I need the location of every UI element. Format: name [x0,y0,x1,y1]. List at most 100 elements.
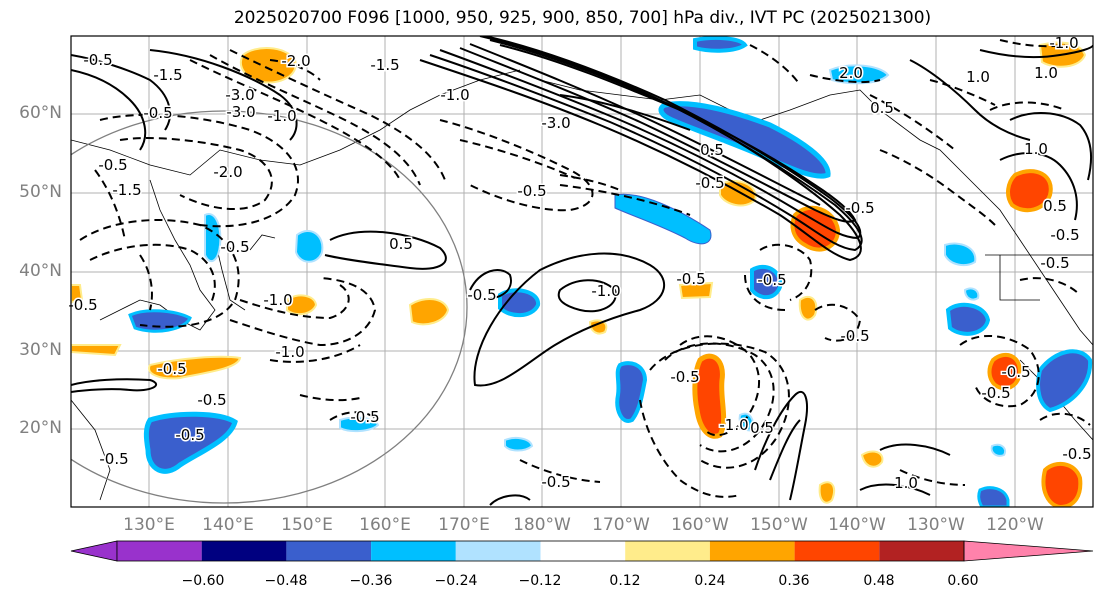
contour-label: -0.5 [1062,445,1091,463]
colorbar-segment [625,541,710,561]
contour-label: 1.0 [1024,140,1048,158]
contour-label: -1.0 [591,282,620,300]
dashed-contours [79,39,1091,498]
negative-patch [339,416,380,433]
colorbar-tick-label: 0.36 [778,573,810,589]
colorbar-outline [116,540,965,562]
colorbar-tick-label: 0.12 [609,573,641,589]
lat-label-40n: 40°N [19,261,62,281]
negative-patch [738,412,754,432]
negative-patch [615,361,648,423]
contour-label: -2.0 [281,52,310,70]
contour-label: -0.5 [1040,254,1069,272]
contour-label: -3.0 [225,86,254,104]
contour-label: -1.0 [1049,34,1078,52]
negative-patch [963,287,980,301]
lon-label-130e: 130°E [123,515,175,535]
negative-patch [990,443,1006,457]
positive-patch [987,352,1023,391]
negative-patch [294,230,324,263]
lon-label-170e: 170°E [438,515,490,535]
colorbar-tick-label: −0.12 [518,573,562,589]
negative-patch [204,213,222,263]
contour-label: -0.5 [220,238,249,256]
contour-label: -0.5 [68,296,97,314]
lat-label-60n: 60°N [19,103,62,123]
contour-label: -0.5 [83,51,112,69]
contour-label: -3.0 [226,103,255,121]
contour-label: 1.0 [1034,64,1058,82]
colorbar [70,540,1094,562]
negative-patch [693,36,748,53]
lon-label-130w: 130°W [907,515,965,535]
contour-label: 1.0 [966,68,990,86]
colorbar-segment [794,541,880,561]
contour-label: -1.5 [112,181,141,199]
positive-patch [798,295,818,321]
region-circle [71,110,468,504]
contour-label: -1.5 [153,66,182,84]
contour-label: -0.5 [98,156,127,174]
map-border [70,35,1094,508]
contour-label: -0.5 [1050,226,1079,244]
contour-label: -0.5 [175,426,204,444]
lon-label-120w: 120°W [986,515,1044,535]
contour-label: -0.5 [670,368,699,386]
colorbar-segment [455,541,541,561]
contour-label: 0.5 [1043,197,1067,215]
lat-label-30n: 30°N [19,340,62,360]
contour-label: -0.5 [541,473,570,491]
colorbar-segment [201,541,287,561]
solid-contours [71,36,1093,506]
negative-patch [504,437,534,452]
colorbar-extend-min [70,540,118,562]
colorbar-segment [879,541,964,561]
lat-label-50n: 50°N [19,182,62,202]
negative-patch [977,486,1010,507]
positive-patch [1041,461,1083,507]
contour-label: -0.5 [517,182,546,200]
colorbar-segment [709,541,795,561]
contour-label: -0.5 [845,199,874,217]
colorbar-extend-max [963,540,1094,562]
contour-label: -0.5 [981,384,1010,402]
positive-patch [860,450,884,468]
contour-label: -2.0 [213,163,242,181]
lon-label-180w: 180°W [513,515,571,535]
contour-label: -1.5 [370,56,399,74]
contour-label: 0.5 [700,141,724,159]
colorbar-tick-label: −0.48 [264,573,308,589]
colorbar-tick-label: −0.24 [434,573,478,589]
negative-patch [828,64,890,85]
contour-label: -0.5 [143,104,172,122]
negative-patch [614,193,712,245]
positive-patch [588,319,608,335]
negative-patch [143,411,238,474]
positive-patch [1006,169,1053,213]
contour-label: 1.0 [894,474,918,492]
colorbar-segment [117,541,202,561]
contour-labels: -2.0 -1.5 -3.0 -1.5 -1.0 -0.5 -0.5 -1.5 -2.0 -3.0… [67,33,1093,494]
lon-label-170w: 170°W [592,515,650,535]
contour-label: -1.0 [719,416,748,434]
contour-label: -3.0 [541,114,570,132]
lon-label-160e: 160°E [359,515,411,535]
contour-label: -0.5 [840,327,869,345]
colorbar-segment [540,541,626,561]
contour-label: 2.0 [839,64,863,82]
negative-patch [1036,349,1093,413]
colorbar-segment [286,541,372,561]
contour-label: -1.0 [440,86,469,104]
map-title: 2025020700 F096 [1000, 950, 925, 900, 85… [233,8,932,28]
colorbar-segment [371,541,456,561]
lon-label-160w: 160°W [671,515,729,535]
contour-label: 0.5 [870,99,894,117]
contour-label: 0.5 [750,419,774,437]
contour-label: -1.0 [263,291,292,309]
negative-patch [945,302,991,336]
positive-patch [678,281,714,300]
colorbar-tick-label: 0.48 [863,573,895,589]
colorbar-tick-label: −0.36 [349,573,393,589]
lat-label-20n: 20°N [19,418,62,438]
